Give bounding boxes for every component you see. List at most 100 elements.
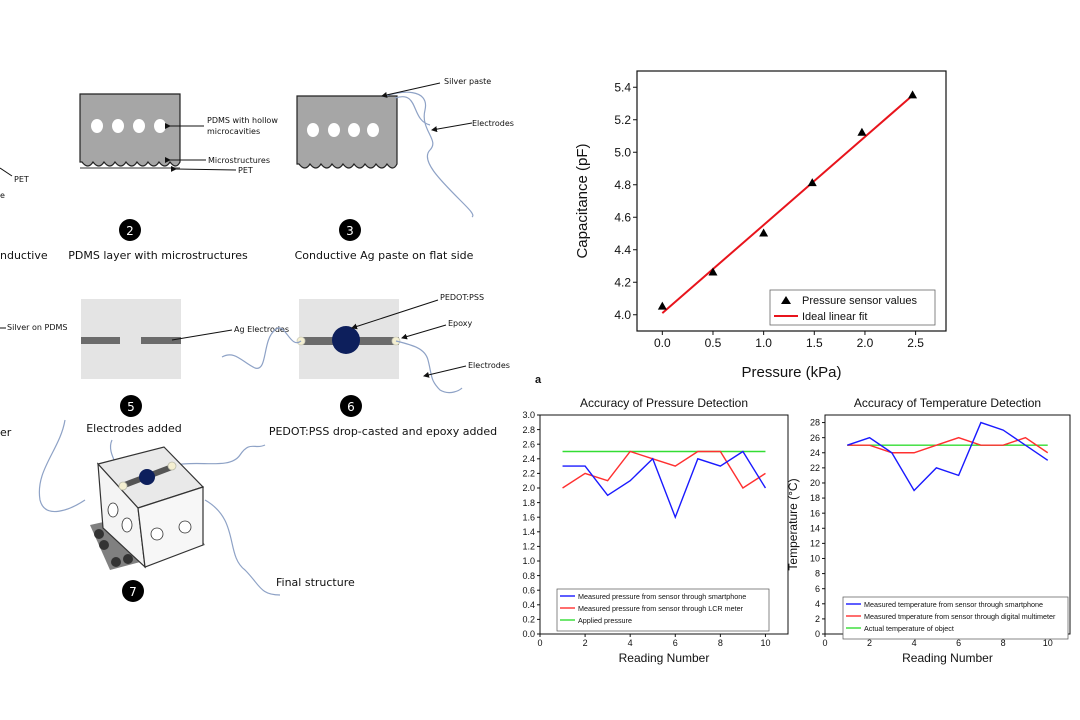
legend-box xyxy=(842,596,1069,640)
y-tick-label: 22 xyxy=(810,463,820,473)
y-axis-label: Capacitance (pF) xyxy=(574,143,591,258)
y-tick-label: 2.0 xyxy=(522,483,535,493)
legend-label: Measured pressure from sensor through sm… xyxy=(578,592,746,601)
y-tick-label: 0.0 xyxy=(522,629,535,639)
legend-box xyxy=(556,588,770,632)
y-tick-label: 0.8 xyxy=(522,571,535,581)
y-tick-label: 2 xyxy=(815,614,820,624)
label-fragment-er: er xyxy=(0,426,12,439)
x-tick-label: 0 xyxy=(537,638,542,648)
x-tick-label: 0.0 xyxy=(654,336,671,350)
y-tick-label: 1.2 xyxy=(522,542,535,552)
y-tick-label: 4.0 xyxy=(614,308,631,322)
ag-electrodes-leader xyxy=(171,329,233,341)
x-tick-label: 8 xyxy=(718,638,723,648)
label-electrodes-6: Electrodes xyxy=(468,361,510,370)
y-tick-label: 4.8 xyxy=(614,178,631,192)
series-line xyxy=(847,436,1049,454)
x-tick-label: 10 xyxy=(1043,638,1053,648)
svg-text:3: 3 xyxy=(346,224,354,238)
panel-label-a: a xyxy=(535,374,542,386)
y-tick-label: 4.6 xyxy=(614,210,631,224)
plot-frame xyxy=(539,414,789,635)
y-tick-label: 0.6 xyxy=(522,585,535,595)
legend-label-sensor: Pressure sensor values xyxy=(802,295,917,307)
series-line xyxy=(562,450,767,520)
x-tick-label: 2 xyxy=(867,638,872,648)
y-tick-label: 2.2 xyxy=(522,469,535,479)
x-axis-label: Reading Number xyxy=(902,651,993,665)
x-tick-label: 6 xyxy=(956,638,961,648)
x-axis-label: Pressure (kPa) xyxy=(741,364,841,381)
y-tick-label: 1.0 xyxy=(522,556,535,566)
y-tick-label: 12 xyxy=(810,539,820,549)
y-axis-label: Temperature (°C) xyxy=(786,478,800,570)
legend-marker-sensor xyxy=(781,296,791,304)
label-microstructures: Microstructures xyxy=(208,156,270,165)
plot-frame xyxy=(636,70,947,332)
y-tick-label: 1.6 xyxy=(522,512,535,522)
y-tick-label: 1.4 xyxy=(522,527,535,537)
linear-fit-line xyxy=(661,94,914,314)
data-point-triangle xyxy=(708,267,718,276)
y-tick-label: 28 xyxy=(810,418,820,428)
y-tick-label: 18 xyxy=(810,493,820,503)
label-silver-on-pdms: Silver on PDMS xyxy=(7,323,67,332)
pdms-block-step2 xyxy=(79,93,181,169)
y-tick-label: 1.8 xyxy=(522,498,535,508)
x-tick-label: 6 xyxy=(673,638,678,648)
svg-text:6: 6 xyxy=(347,400,355,414)
x-tick-label: 0 xyxy=(822,638,827,648)
legend-label: Measured pressure from sensor through LC… xyxy=(578,604,744,613)
y-tick-label: 0.2 xyxy=(522,615,535,625)
legend-label: Applied pressure xyxy=(578,616,632,625)
x-tick-label: 8 xyxy=(1001,638,1006,648)
chart-title: Accuracy of Pressure Detection xyxy=(580,396,748,410)
label-final-structure: Final structure xyxy=(276,576,355,589)
y-tick-label: 5.4 xyxy=(614,80,631,94)
caption-step-2: PDMS layer with microstructures xyxy=(68,249,248,262)
label-pet-left: PET xyxy=(14,175,29,184)
svg-text:5: 5 xyxy=(127,400,135,414)
data-point-triangle xyxy=(759,228,769,237)
capacitance-chart: 0.0 0.5 1.0 1.5 2.0 2.5 4.0 4.2 4.4 4.6 4.8 5.0 5.2 5… xyxy=(574,70,947,381)
y-tick-label: 2.8 xyxy=(522,425,535,435)
svg-text:7: 7 xyxy=(129,585,137,599)
electrodes-panel-step5 xyxy=(81,299,181,379)
pedot-leader xyxy=(351,299,439,330)
x-tick-label: 1.0 xyxy=(755,336,772,350)
y-tick-label: 14 xyxy=(810,523,820,533)
label-electrodes-3: Electrodes xyxy=(472,119,514,128)
pressure-accuracy-chart: 0 2 4 6 8 10 0.0 0.2 0.4 0.6 0.8 1.0 1.2 1.4 1.6 1.8 2.0… xyxy=(522,396,789,665)
y-tick-label: 3.0 xyxy=(522,410,535,420)
legend-label: Actual temperature of object xyxy=(864,624,954,633)
x-tick-label: 1.5 xyxy=(806,336,823,350)
y-tick-label: 2.6 xyxy=(522,439,535,449)
label-fragment-nductive: nductive xyxy=(0,249,48,262)
data-point-triangle xyxy=(857,127,867,136)
y-tick-label: 20 xyxy=(810,478,820,488)
svg-text:2: 2 xyxy=(126,224,134,238)
legend-box xyxy=(769,289,936,326)
step-7-badge: 7 xyxy=(122,580,144,602)
y-tick-label: 10 xyxy=(810,554,820,564)
legend-label: Measured tmperature from sensor through … xyxy=(864,612,1056,621)
data-point-triangle xyxy=(807,178,817,187)
pet-leader xyxy=(170,165,237,172)
y-tick-label: 6 xyxy=(815,584,820,594)
x-tick-label: 2.0 xyxy=(857,336,874,350)
y-tick-label: 16 xyxy=(810,508,820,518)
caption-step-6: PEDOT:PSS drop-casted and epoxy added xyxy=(269,425,497,438)
final-structure-cube xyxy=(38,419,281,596)
data-point-triangle xyxy=(657,301,667,310)
x-tick-label: 10 xyxy=(760,638,770,648)
label-pdms-hollow: PDMS with hollow microcavities xyxy=(207,116,278,136)
epoxy-leader xyxy=(401,324,447,340)
caption-step-5: Electrodes added xyxy=(86,422,182,435)
x-tick-label: 4 xyxy=(912,638,917,648)
label-fragment-e: e xyxy=(0,191,5,200)
series-line xyxy=(847,421,1049,492)
x-tick-label: 2.5 xyxy=(907,336,924,350)
step-6-badge: 6 xyxy=(340,395,362,417)
